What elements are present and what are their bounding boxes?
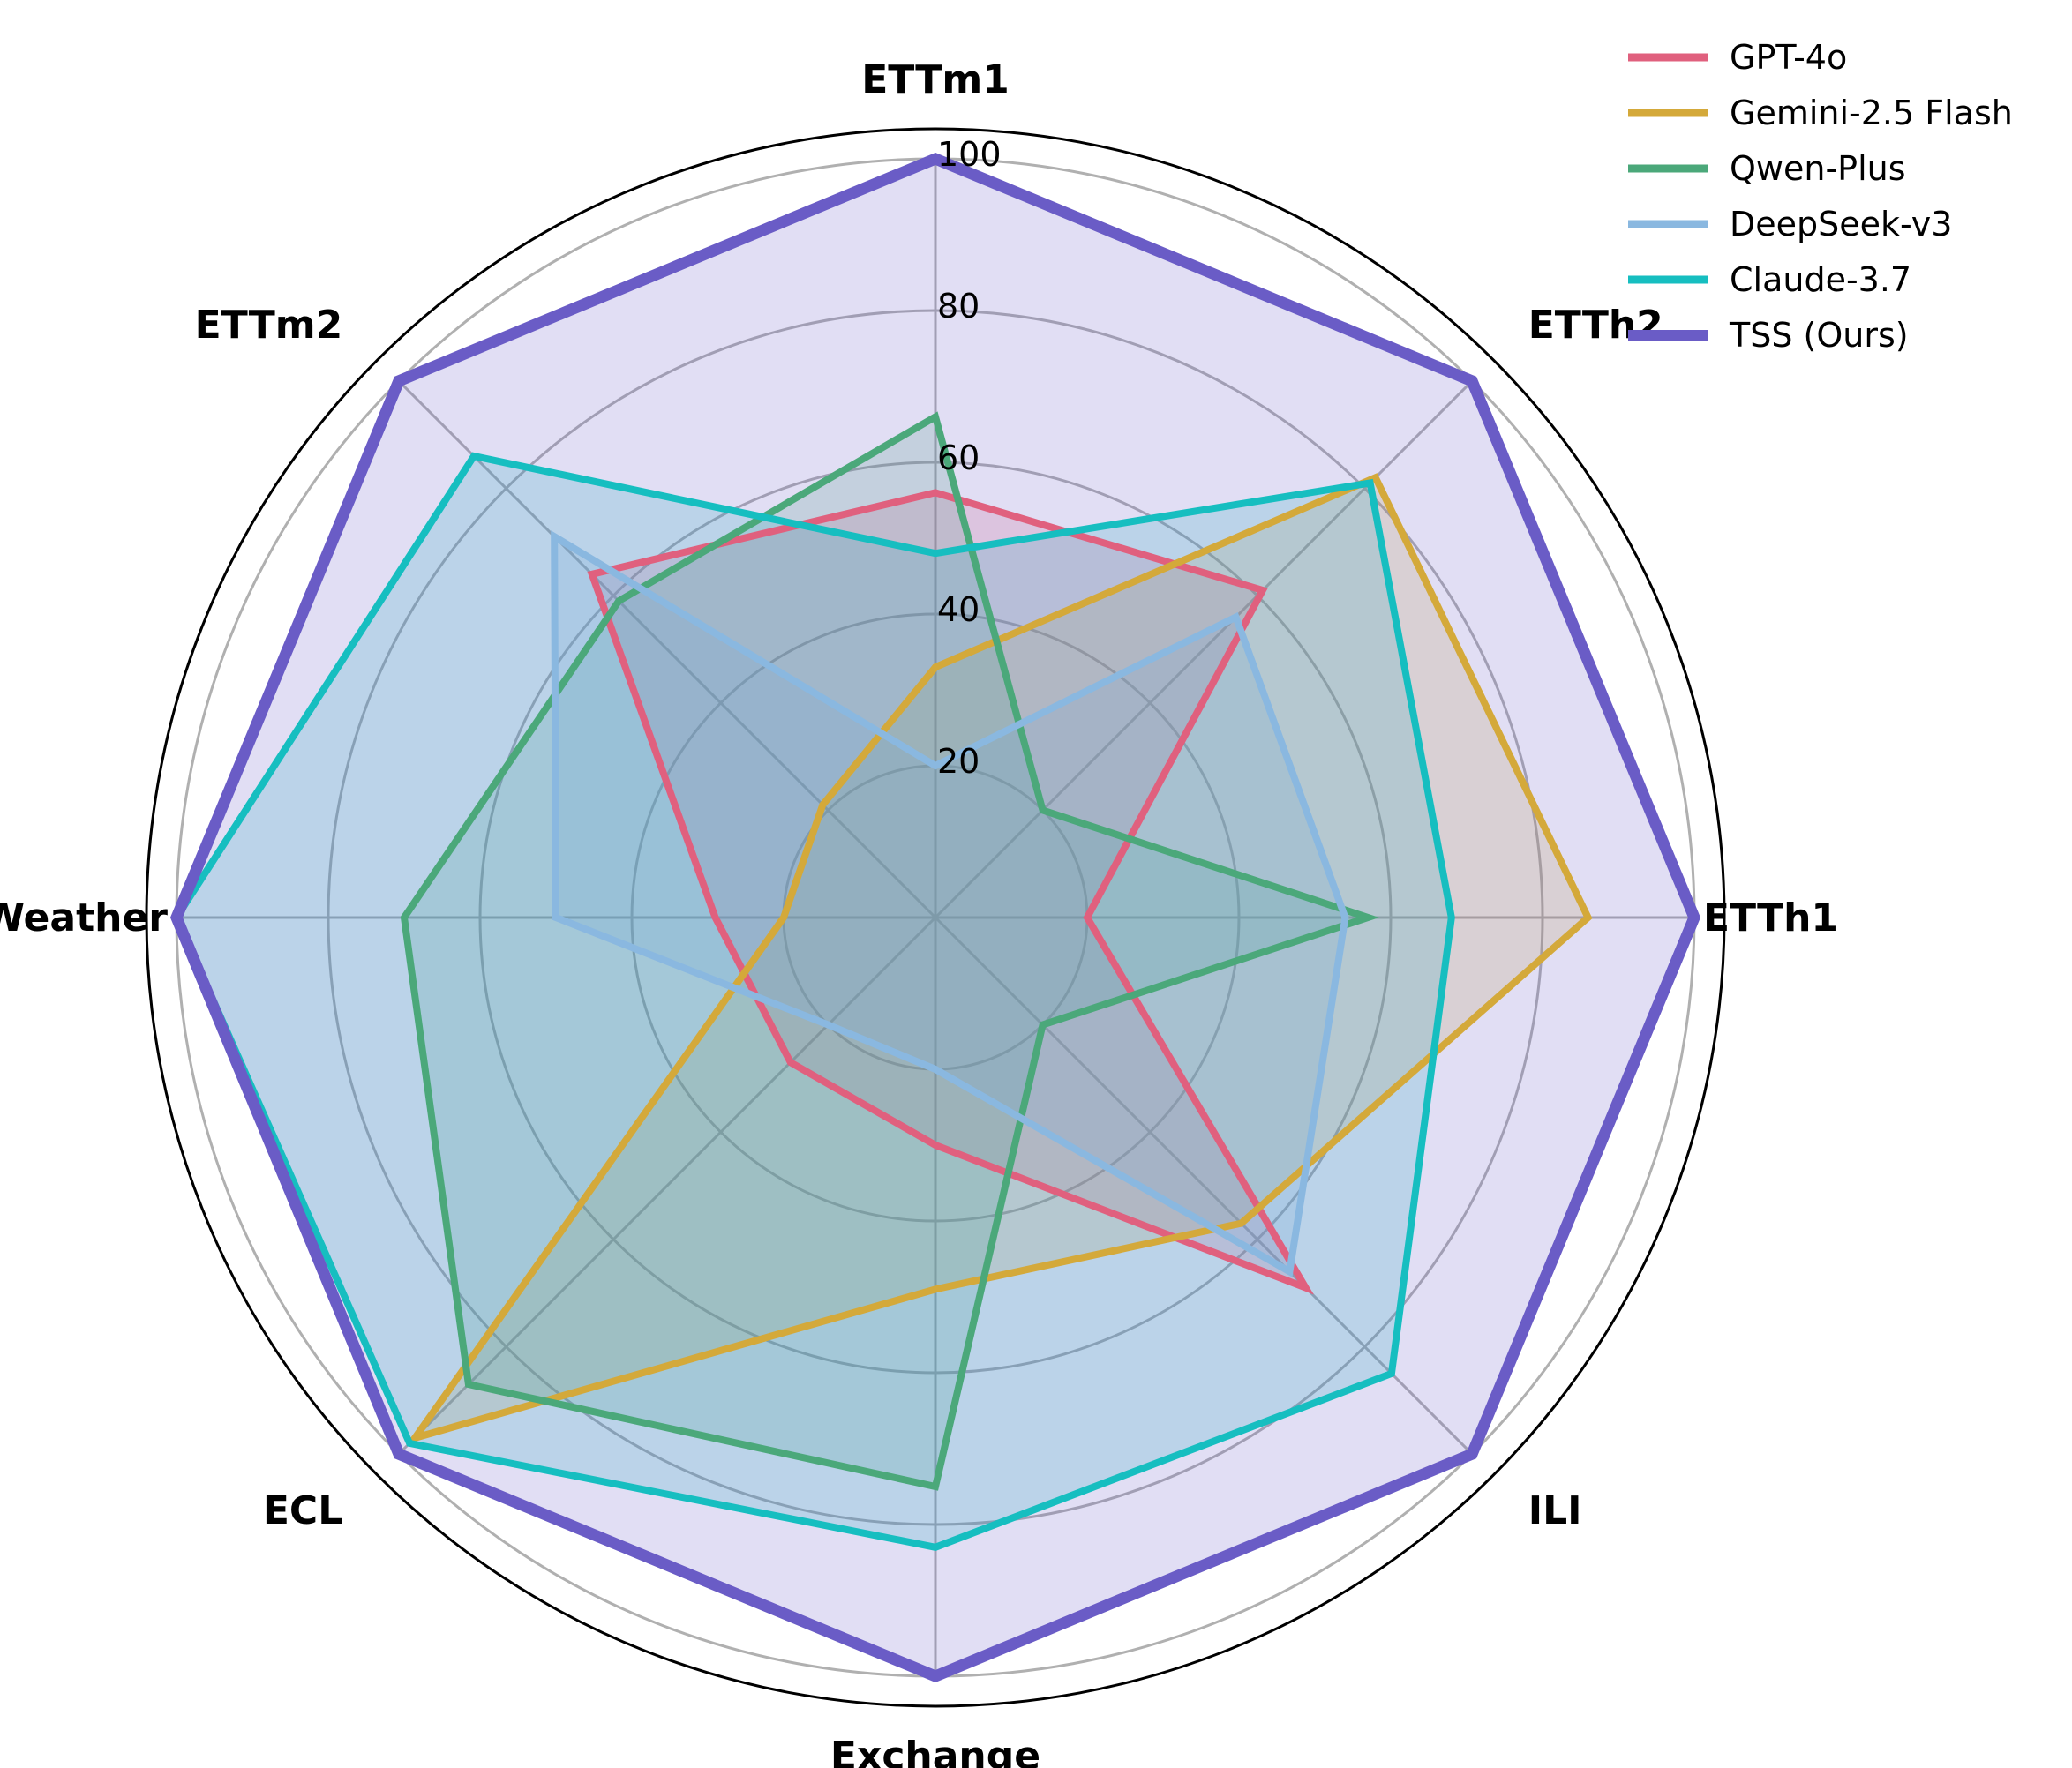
series-fill-qwen-plus — [404, 416, 1369, 1487]
series-line-gpt-4o — [587, 489, 1314, 1295]
axis-labels: ETTm1 ETTh2 ETTh1 ILI Exchange ECL Weather ETTm… — [0, 57, 1838, 1768]
tick-label-100: 100 — [937, 135, 1002, 174]
series-line-tss-ours — [169, 152, 1701, 1683]
axis-label-ecl: ECL — [263, 1488, 342, 1533]
axis-label-ettm2: ETTm2 — [195, 303, 343, 348]
legend-label-claude-3-7: Claude-3.7 — [1730, 260, 1911, 299]
axis-spoke-ecl — [397, 916, 937, 1456]
series-fill-gemini-2-5-flash — [415, 477, 1588, 1438]
series-line-gemini-2-5-flash — [406, 473, 1593, 1444]
legend: GPT-4o Gemini-2.5 Flash Qwen-Plus DeepSeek-… — [1628, 38, 2013, 355]
series-lines — [169, 152, 1701, 1683]
outer-frame — [145, 127, 1726, 1708]
tick-label-40: 40 — [937, 590, 980, 629]
legend-label-deepseek-v3: DeepSeek-v3 — [1730, 205, 1952, 243]
axis-spoke-etth2 — [934, 379, 1474, 919]
axis-label-etth1: ETTh1 — [1703, 895, 1838, 940]
axis-label-ettm1: ETTm1 — [861, 57, 1010, 102]
axis-spoke-ili — [934, 916, 1474, 1456]
series-fill-claude-3-7 — [176, 456, 1452, 1547]
series-fill-gpt-4o — [591, 492, 1306, 1288]
legend-label-qwen-plus: Qwen-Plus — [1730, 149, 1906, 188]
legend-label-tss-ours: TSS (Ours) — [1729, 316, 1909, 355]
axis-spoke-ettm2 — [397, 379, 937, 919]
series-line-deepseek-v3 — [551, 530, 1349, 1277]
axis-label-ili: ILI — [1528, 1488, 1582, 1533]
axis-label-weather: Weather — [0, 895, 168, 940]
radial-tick-labels: 20 40 60 80 100 — [937, 135, 1002, 781]
axis-label-etth2: ETTh2 — [1528, 303, 1663, 348]
series-line-qwen-plus — [400, 411, 1379, 1491]
axis-label-exchange: Exchange — [830, 1734, 1040, 1768]
series-line-claude-3-7 — [172, 452, 1455, 1551]
legend-label-gpt-4o: GPT-4o — [1730, 38, 1847, 77]
tick-label-20: 20 — [937, 742, 980, 781]
legend-label-gemini-2-5-flash: Gemini-2.5 Flash — [1730, 94, 2013, 132]
tick-label-80: 80 — [937, 287, 980, 326]
tick-label-60: 60 — [937, 438, 980, 477]
series-fill-deepseek-v3 — [554, 536, 1346, 1272]
